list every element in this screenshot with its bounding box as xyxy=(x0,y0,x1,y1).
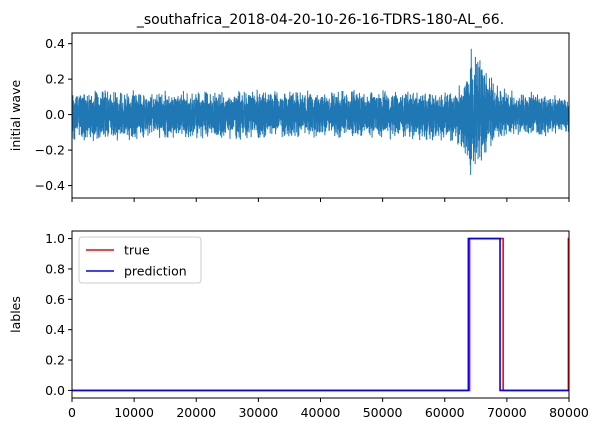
bottom-axes-frame xyxy=(71,230,570,399)
y-tick-label: 0.2 xyxy=(45,353,65,368)
waveform-line xyxy=(72,48,569,175)
y-tick-label: 0.0 xyxy=(45,383,65,398)
legend-label-prediction: prediction xyxy=(124,264,187,279)
x-tick-label: 10000 xyxy=(114,405,154,420)
y-tick-label: 0.4 xyxy=(45,36,65,51)
top-plot-area xyxy=(72,48,569,175)
y-axis-label: lables xyxy=(8,296,23,333)
legend: true prediction xyxy=(78,236,202,284)
plot-clip-group xyxy=(72,48,569,175)
x-tick-label: 0 xyxy=(68,405,76,420)
x-tick-label: 50000 xyxy=(363,405,403,420)
x-tick-label: 60000 xyxy=(425,405,465,420)
x-tick-label: 70000 xyxy=(487,405,527,420)
top-panel: _southafrica_2018-04-20-10-26-16-TDRS-18… xyxy=(8,12,570,202)
y-tick-label: 0.4 xyxy=(45,322,65,337)
y-tick-label: −0.2 xyxy=(35,143,65,158)
x-tick-label: 30000 xyxy=(238,405,278,420)
y-tick-label: 0.8 xyxy=(45,261,65,276)
y-tick-label: 0.0 xyxy=(45,107,65,122)
top-x-ticks xyxy=(71,198,570,202)
y-tick-label: 0.6 xyxy=(45,292,65,307)
bottom-plot-area xyxy=(72,237,569,392)
bottom-y-ticks: 0.0 0.2 0.4 0.6 0.8 1.0 xyxy=(45,231,72,398)
y-tick-label: −0.4 xyxy=(35,178,65,193)
plot-clip-group xyxy=(72,237,569,392)
chart-title: _southafrica_2018-04-20-10-26-16-TDRS-18… xyxy=(136,12,504,28)
x-tick-label: 40000 xyxy=(301,405,341,420)
top-y-ticks: −0.4 −0.2 0.0 0.2 0.4 xyxy=(35,36,72,193)
legend-label-true: true xyxy=(124,243,150,258)
x-tick-label: 80000 xyxy=(549,405,589,420)
bottom-x-ticks: 0 10000 20000 30000 40000 50000 60000 70000 8000… xyxy=(68,398,589,420)
top-axes-frame xyxy=(71,32,570,199)
y-axis-label: initial wave xyxy=(8,80,23,152)
series-line-true xyxy=(72,237,569,392)
bottom-panel: lables 0.0 0.2 0.4 0.6 0.8 1.0 0 10000 20000 300… xyxy=(8,230,589,420)
series-line-prediction xyxy=(72,237,569,392)
x-tick-label: 20000 xyxy=(176,405,216,420)
y-tick-label: 0.2 xyxy=(45,72,65,87)
y-tick-label: 1.0 xyxy=(45,231,65,246)
